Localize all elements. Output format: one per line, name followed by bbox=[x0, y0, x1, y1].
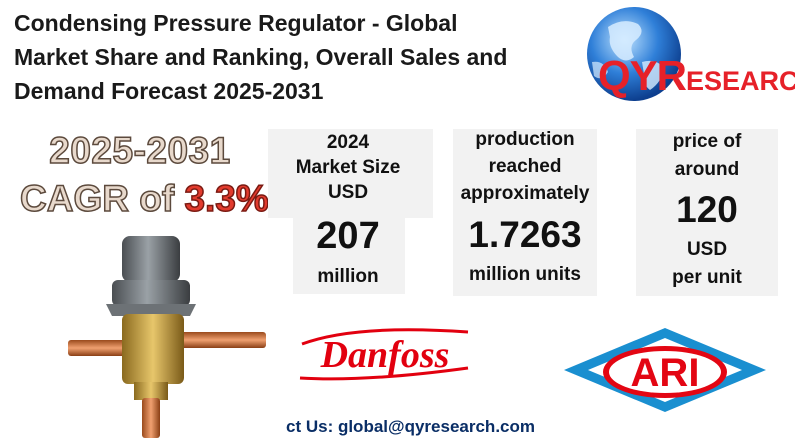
valve-image bbox=[62, 232, 272, 442]
cagr-prefix: CAGR of bbox=[19, 177, 185, 220]
price-unit-line-2: per unit bbox=[672, 267, 742, 288]
price-unit: USD per unit bbox=[636, 236, 778, 292]
cagr-value: 3.3% bbox=[184, 177, 270, 220]
production-label: production reached approximately bbox=[453, 126, 597, 207]
market-size-card-bg-lower bbox=[293, 212, 405, 294]
qyr-wordmark: QYRESEARCH bbox=[598, 52, 795, 100]
contact-text: ct Us: global@qyresearch.com bbox=[286, 417, 535, 436]
production-value: 1.7263 bbox=[468, 214, 582, 255]
ari-wordmark: ARI bbox=[631, 351, 700, 395]
globe-icon bbox=[587, 7, 681, 101]
danfoss-logo: Danfoss bbox=[296, 322, 474, 386]
production-card-bg bbox=[453, 129, 597, 296]
market-size-line-3: USD bbox=[327, 182, 369, 203]
title-line-3: Demand Forecast 2025-2031 bbox=[14, 78, 324, 104]
production-line-3: approximately bbox=[460, 183, 590, 204]
production-line-2: reached bbox=[488, 156, 562, 177]
price-label: price of around bbox=[636, 128, 778, 184]
market-size-value: 207 bbox=[316, 215, 380, 257]
market-size-line-2: Market Size bbox=[295, 157, 401, 178]
cagr-text: CAGR of 3.3% bbox=[19, 177, 270, 220]
market-size-card-bg bbox=[268, 129, 433, 218]
market-size-label: 2024 Market Size USD bbox=[268, 130, 428, 205]
page-title: Condensing Pressure Regulator - Global M… bbox=[14, 6, 574, 108]
cagr-years: 2025-2031 bbox=[49, 129, 231, 172]
danfoss-wordmark: Danfoss bbox=[320, 334, 450, 376]
price-line-2: around bbox=[674, 159, 740, 180]
production-unit: million units bbox=[469, 264, 581, 285]
qyr-wordmark-big: QYR bbox=[598, 52, 687, 99]
title-line-1: Condensing Pressure Regulator - Global bbox=[14, 10, 458, 36]
price-value: 120 bbox=[676, 189, 738, 230]
qyr-wordmark-small: ESEARCH bbox=[686, 66, 795, 96]
price-card-bg bbox=[636, 129, 778, 296]
price-unit-line-1: USD bbox=[686, 239, 728, 260]
price-line-1: price of bbox=[672, 131, 742, 152]
market-size-line-1: 2024 bbox=[326, 132, 370, 153]
qyr-logo bbox=[578, 2, 795, 112]
production-line-1: production bbox=[475, 129, 575, 150]
market-size-unit: million bbox=[317, 266, 379, 287]
title-line-2: Market Share and Ranking, Overall Sales … bbox=[14, 44, 508, 70]
ari-logo: ARI bbox=[560, 326, 770, 414]
